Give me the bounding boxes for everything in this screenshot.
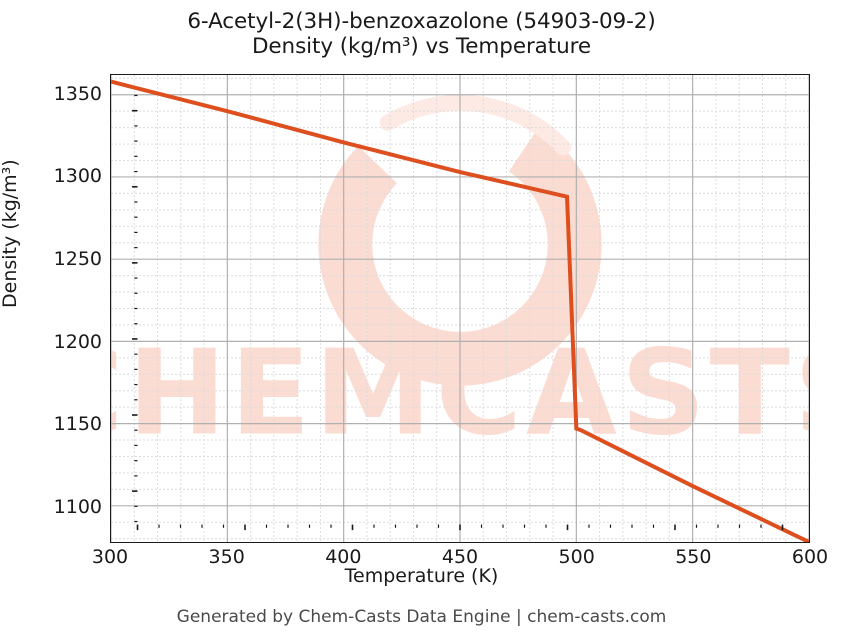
x-tick-label: 400 bbox=[325, 546, 362, 568]
page-title: 6-Acetyl-2(3H)-benzoxazolone (54903-09-2… bbox=[187, 9, 656, 34]
chart-subtitle: Density (kg/m³) vs Temperature bbox=[251, 34, 592, 60]
x-tick-label: 350 bbox=[208, 546, 245, 568]
y-tick-label: 1150 bbox=[53, 413, 102, 436]
y-axis-tick-labels: 1100 1150 1200 1250 1300 1350 bbox=[8, 74, 102, 543]
chart-title-block: 6-Acetyl-2(3H)-benzoxazolone (54903-09-2… bbox=[0, 9, 843, 60]
y-tick-label: 1200 bbox=[53, 330, 102, 353]
y-tick-label: 1250 bbox=[53, 247, 102, 270]
density-series-line bbox=[111, 75, 809, 542]
x-axis-tick-labels: 300 350 400 450 500 550 600 bbox=[92, 546, 828, 576]
y-tick-label: 1350 bbox=[53, 82, 102, 105]
x-tick-label: 600 bbox=[791, 546, 829, 568]
y-tick-label: 1300 bbox=[53, 165, 102, 188]
x-axis-label: Temperature (K) bbox=[344, 565, 499, 587]
x-tick-label: 500 bbox=[558, 546, 595, 568]
plot-area: CHEMCASTS bbox=[110, 74, 810, 543]
x-tick-label: 550 bbox=[675, 546, 712, 568]
footer-credit: Generated by Chem-Casts Data Engine | ch… bbox=[176, 607, 667, 627]
x-tick-label: 300 bbox=[91, 546, 129, 568]
y-tick-label: 1100 bbox=[53, 495, 102, 518]
x-tick-label: 450 bbox=[441, 546, 479, 568]
